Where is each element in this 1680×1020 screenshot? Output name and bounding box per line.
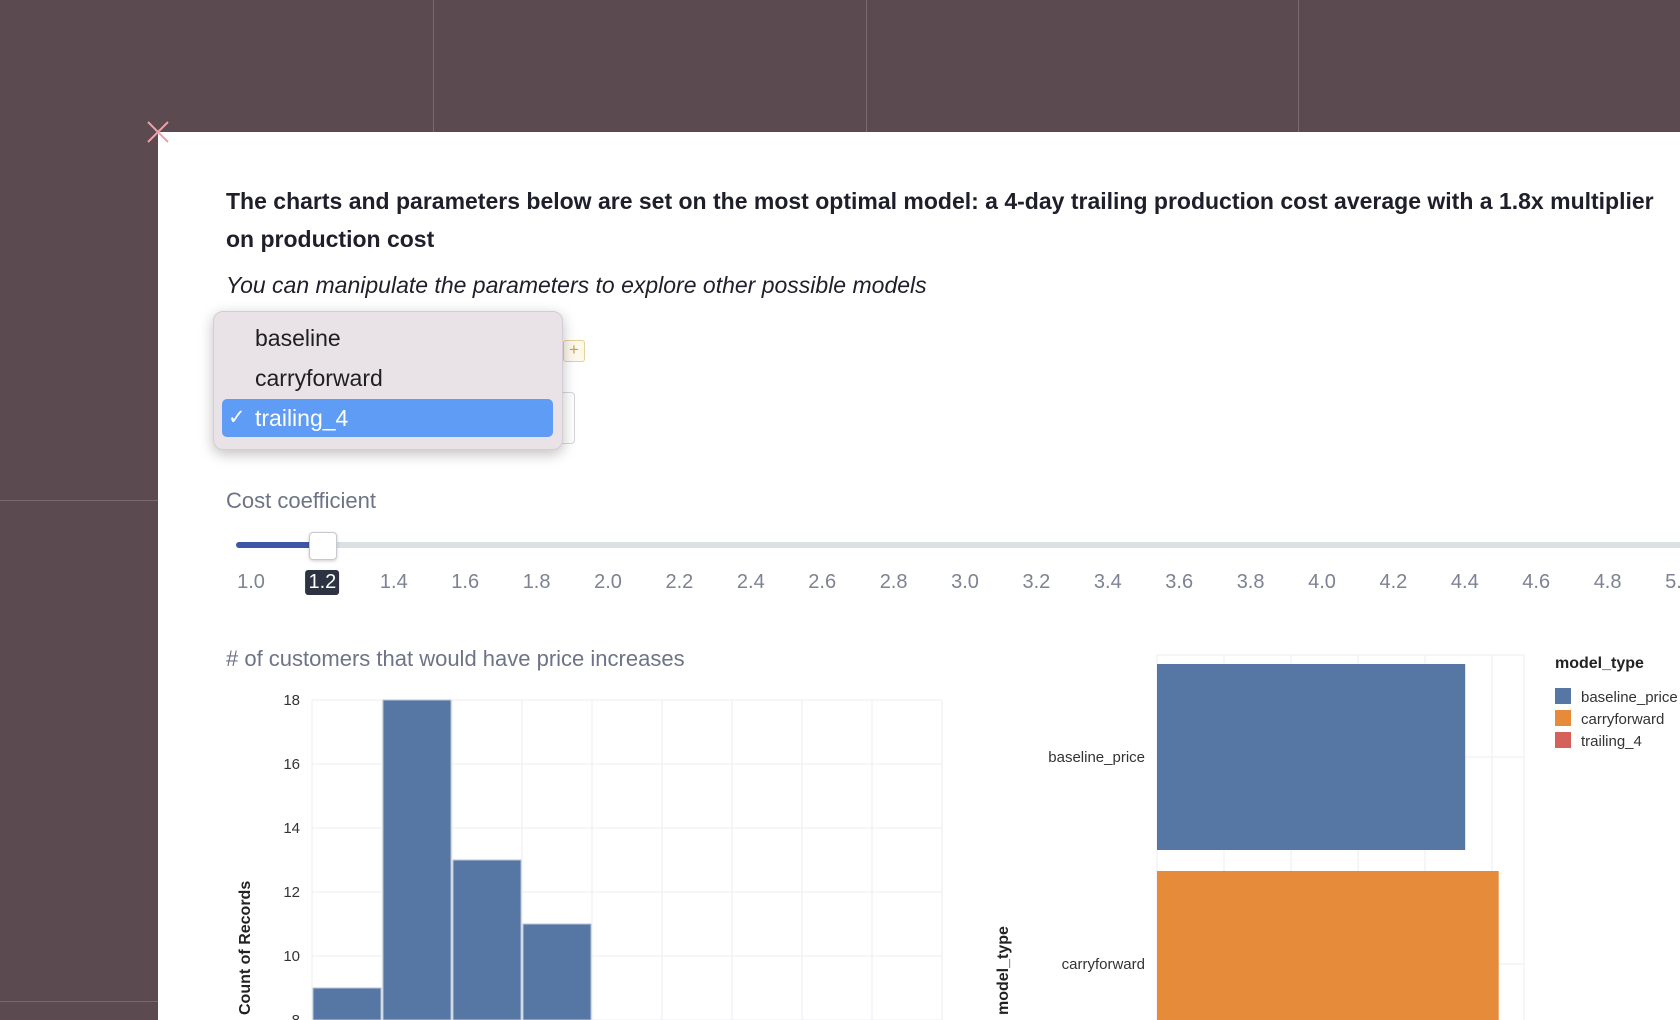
legend-entry: trailing_4 — [1581, 733, 1642, 750]
slider-tick-label: 2.4 — [736, 571, 765, 593]
page-title: The charts and parameters below are set … — [226, 188, 1654, 252]
model-type-bar-chart: baseline_pricecarryforwardmodel_typemode… — [995, 654, 1678, 1020]
histogram-bar — [312, 987, 382, 1020]
y-tick-label: 10 — [283, 948, 300, 965]
option-label: baseline — [255, 325, 341, 351]
category-label: baseline_price — [1048, 749, 1145, 766]
histogram-chart: 8 10 12 14 16 18 Count of Records — [237, 692, 943, 1020]
bg-gridline — [1298, 0, 1299, 132]
histogram-bar — [452, 859, 522, 1020]
histogram-bar — [382, 699, 452, 1020]
slider-tick-label: 3.2 — [1022, 571, 1051, 593]
slider-tick-label: 1.8 — [522, 571, 551, 593]
legend-swatch — [1555, 710, 1571, 726]
check-icon: ✓ — [228, 406, 246, 429]
slider-tick-label: 2.6 — [808, 571, 837, 593]
slider-thumb[interactable] — [309, 532, 337, 560]
y-tick-label: 12 — [283, 884, 300, 901]
option-label: trailing_4 — [255, 405, 349, 431]
slider-tick-label: 3.0 — [951, 571, 979, 593]
slider-tick-label: 4.6 — [1522, 571, 1551, 593]
slider-tick-label: 2.0 — [594, 571, 622, 593]
bg-gridline — [0, 500, 158, 501]
slider-tick-label: 2.2 — [665, 571, 694, 593]
plus-comment-icon[interactable]: + — [563, 340, 585, 362]
y-tick-label: 14 — [283, 820, 300, 837]
slider-tick-label: 2.8 — [879, 571, 908, 593]
y-tick-label: 8 — [292, 1012, 300, 1020]
category-label: carryforward — [1062, 956, 1145, 973]
slider-tick-label: 3.8 — [1236, 571, 1265, 593]
slider-tick-label: 1.0 — [237, 571, 265, 593]
option-label: carryforward — [255, 365, 383, 391]
legend-swatch — [1555, 688, 1571, 704]
y-tick-label: 18 — [283, 692, 300, 709]
y-axis-label: Count of Records — [237, 881, 254, 1015]
histogram-title: # of customers that would have price inc… — [226, 646, 685, 671]
legend-title: model_type — [1555, 655, 1644, 672]
bg-gridline — [0, 1001, 158, 1002]
legend-swatch — [1555, 732, 1571, 748]
slider-tick-label: 4.0 — [1308, 571, 1336, 593]
slider-tick-label: 5.0 — [1665, 571, 1680, 593]
histogram-bar — [522, 923, 592, 1020]
slider-tick-label: 1.2 — [305, 570, 340, 595]
slider-track[interactable] — [236, 542, 1680, 548]
slider-tick-label: 4.4 — [1450, 571, 1479, 593]
slider-tick-label: 4.2 — [1379, 571, 1408, 593]
page-subtitle: You can manipulate the parameters to exp… — [226, 272, 927, 298]
y-tick-label: 16 — [283, 756, 300, 773]
legend-entry: baseline_price — [1581, 689, 1678, 706]
cost-coefficient-label: Cost coefficient — [226, 488, 377, 513]
slider-tick-label: 4.8 — [1593, 571, 1622, 593]
dropdown-option-baseline[interactable]: baseline — [222, 319, 553, 357]
y-axis-label: model_type — [995, 926, 1012, 1015]
bg-gridline — [433, 0, 434, 132]
bar-baseline_price — [1157, 664, 1466, 850]
bg-gridline — [866, 0, 867, 132]
model-dropdown-menu: baseline carryforward ✓ trailing_4 — [213, 311, 563, 450]
slider-tick-label: 3.4 — [1093, 571, 1122, 593]
slider-fill — [236, 542, 322, 548]
slider-tick-label: 1.4 — [379, 571, 408, 593]
slider-tick-label: 3.6 — [1165, 571, 1194, 593]
slider-tick-label: 1.6 — [451, 571, 480, 593]
dropdown-option-carryforward[interactable]: carryforward — [222, 359, 553, 397]
legend-entry: carryforward — [1581, 711, 1664, 728]
dropdown-option-trailing-4[interactable]: ✓ trailing_4 — [222, 399, 553, 437]
close-icon[interactable] — [146, 120, 170, 144]
bar-carryforward — [1157, 871, 1499, 1020]
